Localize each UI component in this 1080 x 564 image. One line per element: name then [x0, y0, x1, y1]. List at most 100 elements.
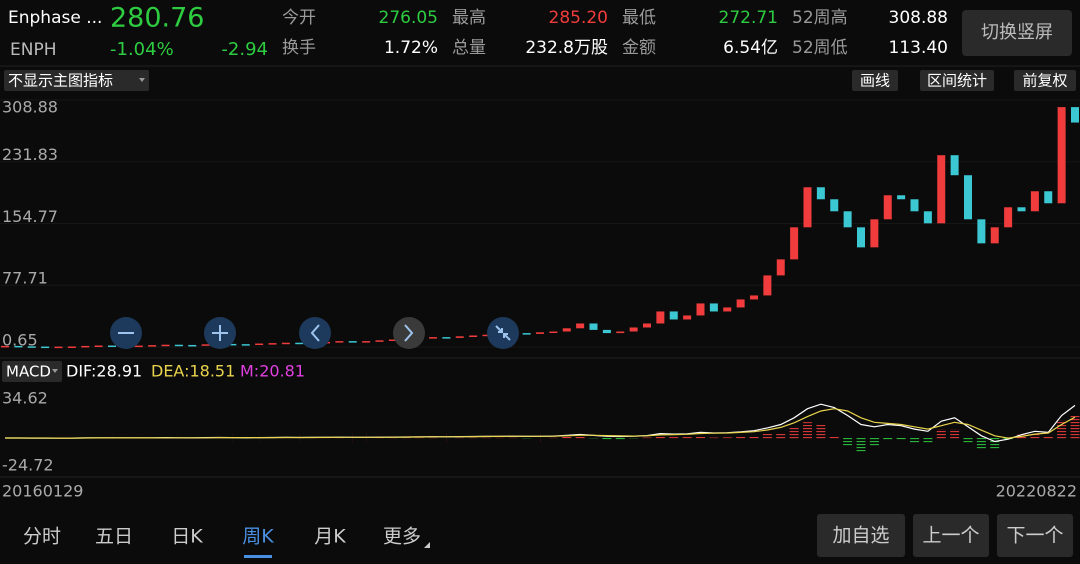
dea-line [5, 408, 1076, 439]
macd-tick-label: -24.72 [2, 456, 54, 475]
candle [442, 337, 451, 339]
candle [201, 344, 210, 346]
candle [27, 346, 36, 348]
nav-button[interactable] [299, 317, 331, 349]
tab: 分时 [23, 526, 61, 548]
candle [188, 344, 197, 347]
nav-button[interactable] [393, 317, 425, 349]
candle [469, 335, 478, 338]
stat-label: 最高 [452, 8, 486, 28]
candle [482, 334, 491, 337]
candle [81, 345, 90, 348]
stat-value: 232.8万股 [525, 38, 608, 58]
candle [656, 311, 665, 324]
candle [67, 346, 76, 348]
stat-label: 金额 [622, 38, 656, 58]
y-tick-label: 231.83 [2, 145, 58, 164]
candle [897, 195, 906, 200]
macd-select[interactable] [2, 361, 62, 382]
candle [709, 303, 718, 312]
candle [174, 344, 183, 347]
candle [1, 345, 9, 348]
action-button[interactable] [913, 514, 989, 557]
more-arrow [424, 542, 430, 548]
change: -2.94 [221, 39, 268, 60]
candle [41, 346, 50, 349]
candle [1030, 191, 1039, 212]
candle [1057, 107, 1066, 204]
candle [228, 343, 237, 346]
candle [522, 333, 531, 335]
candle [576, 323, 585, 329]
stat-value: 272.71 [719, 8, 778, 28]
stat-label: 52周低 [792, 38, 848, 58]
tool-button[interactable] [852, 70, 898, 91]
macd-label: MACD [6, 363, 51, 381]
change-pct: -1.04% [110, 39, 174, 60]
indicator-select[interactable] [4, 70, 149, 91]
candle [108, 345, 116, 348]
stat-label: 最低 [622, 8, 656, 28]
candle [723, 307, 732, 312]
candle [1017, 207, 1026, 212]
action-button[interactable] [817, 514, 905, 557]
action-label: 上一个 [922, 525, 979, 547]
m-label: M:20.81 [240, 362, 305, 381]
candle [776, 259, 785, 276]
tab: 周K [242, 526, 274, 548]
stat-label: 52周高 [792, 8, 848, 28]
dropdown-arrow [52, 369, 58, 373]
macd-tick-label: 34.62 [2, 389, 48, 408]
candle [281, 342, 290, 345]
candle [148, 345, 157, 347]
y-tick-label: 77.71 [2, 269, 48, 288]
candle [455, 336, 464, 338]
stat-label: 总量 [452, 38, 486, 58]
tab-indicator [244, 555, 272, 558]
tab: 日K [171, 526, 203, 548]
tool-button[interactable] [920, 70, 994, 91]
action-label: 下一个 [1006, 525, 1063, 547]
candle [241, 344, 250, 346]
nav-icon [212, 325, 228, 341]
candle [161, 344, 170, 347]
nav-icon [310, 324, 320, 342]
indicator-label: 不显示主图指标 [8, 72, 113, 90]
candle [696, 303, 705, 316]
candle [950, 155, 959, 176]
candle [923, 211, 932, 224]
candle [54, 346, 63, 349]
candle [94, 345, 103, 348]
candle [602, 329, 611, 334]
action-label: 加自选 [832, 525, 889, 547]
candle [910, 199, 919, 212]
tab: 月K [314, 526, 346, 548]
candle [295, 342, 304, 345]
y-tick-label: 154.77 [2, 207, 58, 226]
candle [669, 311, 678, 320]
tool-button[interactable] [1014, 70, 1076, 91]
candle [750, 295, 758, 300]
stat-label: 今开 [282, 8, 316, 28]
candle [375, 340, 384, 342]
price: 280.76 [110, 3, 204, 34]
candle [763, 275, 772, 296]
candle [816, 187, 825, 200]
candle [736, 299, 745, 308]
candle [14, 345, 23, 348]
candle [643, 323, 651, 328]
candle [683, 315, 692, 320]
candle [348, 341, 357, 343]
candle [857, 227, 865, 248]
candle [937, 155, 946, 224]
candle [830, 199, 839, 212]
action-button[interactable] [997, 514, 1073, 557]
x-label: 20220822 [996, 482, 1077, 501]
toggle-button-label: 切换竖屏 [981, 22, 1053, 43]
candle [803, 187, 812, 228]
nav-button[interactable] [487, 317, 519, 349]
tool-label: 前复权 [1022, 72, 1067, 90]
candle [964, 175, 972, 220]
toggle-button[interactable] [962, 10, 1072, 56]
